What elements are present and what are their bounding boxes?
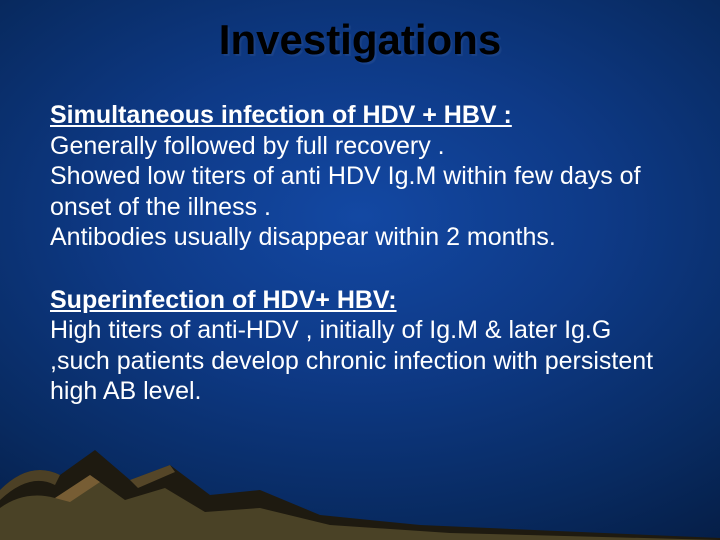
body-line: Generally followed by full recovery . — [50, 131, 670, 162]
heading-simultaneous: Simultaneous infection of HDV + HBV : — [50, 100, 670, 131]
body-line: Showed low titers of anti HDV Ig.M withi… — [50, 161, 670, 222]
slide-container: Investigations Simultaneous infection of… — [0, 0, 720, 540]
body-line: Antibodies usually disappear within 2 mo… — [50, 222, 670, 253]
heading-superinfection: Superinfection of HDV+ HBV: — [50, 285, 670, 316]
block-simultaneous: Simultaneous infection of HDV + HBV : Ge… — [50, 100, 670, 253]
body-line: High titers of anti-HDV , initially of I… — [50, 315, 670, 407]
slide-body: Simultaneous infection of HDV + HBV : Ge… — [50, 100, 670, 439]
block-superinfection: Superinfection of HDV+ HBV: High titers … — [50, 285, 670, 407]
slide-title: Investigations — [0, 16, 720, 64]
